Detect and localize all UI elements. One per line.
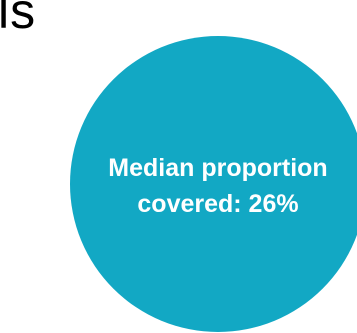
stat-label-line-2: covered: 26%: [137, 190, 299, 218]
clipped-text-fragment: ls: [0, 0, 37, 39]
stat-circle: Median proportion covered: 26%: [70, 36, 357, 332]
stat-label-line-1: Median proportion: [108, 154, 328, 182]
stat-label: Median proportion covered: 26%: [108, 150, 327, 222]
